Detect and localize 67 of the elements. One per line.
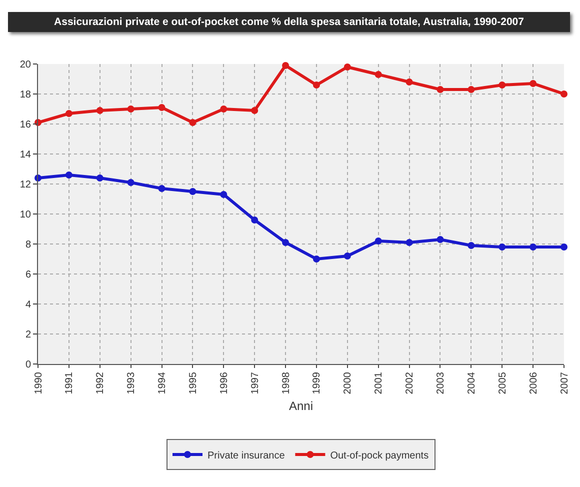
point: [158, 104, 166, 111]
point: [312, 82, 320, 88]
point: [158, 185, 166, 192]
x-tick-label: 1991: [64, 372, 76, 394]
point: [282, 62, 290, 69]
y-tick-label: 20: [20, 60, 32, 70]
point: [127, 106, 134, 112]
point: [127, 179, 134, 186]
legend-label: Out-of-pock payments: [330, 450, 429, 462]
y-tick-label: 4: [25, 300, 32, 310]
point: [344, 64, 351, 70]
legend-label: Private insurance: [208, 450, 286, 462]
x-tick-label: 2000: [342, 372, 354, 394]
point: [251, 107, 258, 114]
x-tick-label: 1998: [280, 372, 292, 394]
point: [530, 80, 537, 87]
y-tick-label: 0: [25, 360, 32, 370]
x-tick-label: 1997: [250, 372, 261, 394]
point: [374, 71, 382, 78]
point: [251, 216, 258, 224]
point: [406, 78, 413, 86]
point: [406, 239, 413, 246]
x-tick-label: 2007: [559, 372, 570, 394]
point: [96, 107, 104, 114]
point: [282, 239, 290, 246]
x-tick-label: 1990: [33, 372, 44, 394]
y-tick-label: 2: [25, 330, 32, 340]
point: [189, 188, 196, 195]
point: [468, 86, 475, 93]
x-tick-label: 2001: [374, 372, 385, 394]
point: [65, 110, 72, 117]
point: [312, 256, 320, 262]
point: [436, 236, 444, 243]
point: [65, 172, 72, 178]
x-tick-label: 2005: [497, 372, 508, 394]
point: [498, 82, 506, 88]
chart-title: Assicurazioni private e out-of-pocket come % della spesa sanitaria totale, Australia, 1990-2007: [8, 12, 570, 32]
x-tick-label: 2006: [528, 372, 540, 394]
point: [374, 238, 382, 244]
y-tick-label: 6: [25, 270, 32, 280]
point: [560, 90, 568, 98]
x-tick-label: 2003: [435, 372, 446, 394]
x-tick-label: 2002: [404, 372, 416, 394]
x-tick-label: 1992: [95, 372, 106, 394]
x-tick-label: 1994: [157, 372, 168, 394]
x-axis-title: Anni: [288, 399, 314, 414]
point: [530, 244, 537, 250]
x-tick-label: 1999: [312, 372, 323, 394]
point: [436, 86, 444, 93]
y-tick-label: 12: [20, 180, 32, 190]
x-tick-label: 1993: [126, 372, 138, 394]
point: [189, 119, 196, 126]
point: [344, 252, 351, 260]
x-tick-label: 2004: [466, 372, 478, 394]
point: [498, 244, 506, 250]
y-tick-label: 14: [20, 150, 32, 160]
point: [468, 242, 475, 249]
point: [96, 174, 104, 182]
y-tick-label: 16: [20, 120, 32, 130]
point: [220, 106, 228, 112]
point: [560, 244, 568, 250]
y-tick-label: 18: [20, 90, 32, 100]
y-tick-label: 10: [20, 210, 32, 220]
x-tick-label: 1996: [218, 372, 230, 394]
x-tick-label: 1995: [188, 372, 199, 394]
y-tick-label: 8: [25, 240, 32, 250]
point: [220, 191, 228, 198]
